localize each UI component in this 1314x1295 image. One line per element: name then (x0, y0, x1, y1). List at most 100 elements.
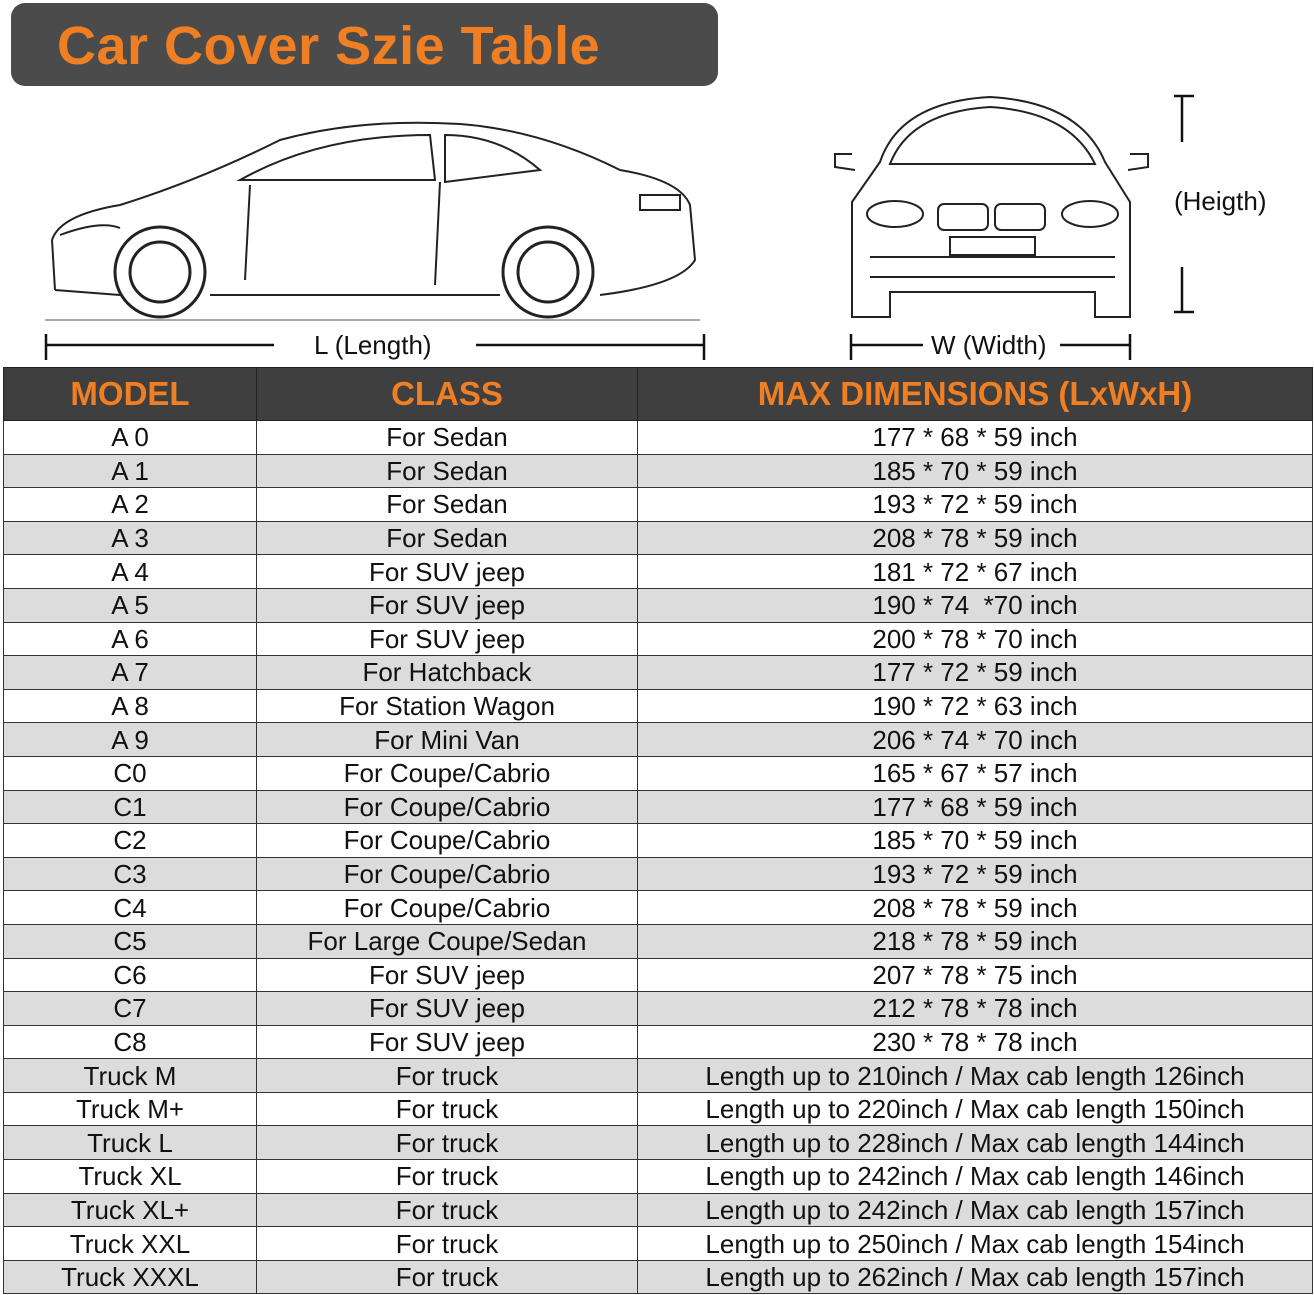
header-class: CLASS (256, 367, 638, 421)
cell-dimensions: Length up to 262inch / Max cab length 15… (637, 1259, 1313, 1295)
cell-model: Truck XXL (3, 1226, 257, 1261)
cell-dimensions: 177 * 72 * 59 inch (637, 655, 1313, 690)
cell-class: For Coupe/Cabrio (256, 789, 638, 825)
length-dimension-line (44, 334, 706, 360)
cell-dimensions: Length up to 228inch / Max cab length 14… (637, 1125, 1313, 1161)
cell-class: For Station Wagon (256, 688, 638, 724)
cell-model: C1 (3, 789, 257, 825)
cell-model: A 6 (3, 621, 257, 657)
table-row: C1 For Coupe/Cabrio 177 * 68 * 59 inch (3, 789, 1313, 825)
page-title: Car Cover Szie Table (57, 16, 601, 76)
cell-class: For SUV jeep (256, 991, 638, 1026)
cell-model: A 8 (3, 688, 257, 724)
table-row: Truck XXL For truck Length up to 250inch /… (3, 1226, 1313, 1261)
cell-model: C0 (3, 755, 257, 791)
cell-class: For Coupe/Cabrio (256, 823, 638, 858)
cell-model: C4 (3, 890, 257, 925)
table-row: C4 For Coupe/Cabrio 208 * 78 * 59 inch (3, 890, 1313, 925)
cell-dimensions: 193 * 72 * 59 inch (637, 856, 1313, 892)
height-label: (Heigth) (1174, 186, 1267, 216)
cell-model: C6 (3, 957, 257, 993)
table-row: Truck L For truck Length up to 228inch / M… (3, 1125, 1313, 1161)
table-row: A 0 For Sedan 177 * 68 * 59 inch (3, 420, 1313, 455)
cell-model: C7 (3, 991, 257, 1026)
cell-class: For Coupe/Cabrio (256, 890, 638, 925)
cell-dimensions: 165 * 67 * 57 inch (637, 755, 1313, 791)
cell-class: For Sedan (256, 487, 638, 522)
cell-dimensions: 177 * 68 * 59 inch (637, 420, 1313, 455)
cell-model: A 7 (3, 655, 257, 690)
cell-class: For truck (256, 1192, 638, 1228)
cell-dimensions: 206 * 74 * 70 inch (637, 722, 1313, 757)
table-row: A 9 For Mini Van 206 * 74 * 70 inch (3, 722, 1313, 757)
length-label: L (Length) (314, 330, 432, 360)
cell-dimensions: Length up to 242inch / Max cab length 14… (637, 1159, 1313, 1194)
cell-dimensions: Length up to 220inch / Max cab length 15… (637, 1091, 1313, 1127)
cell-dimensions: 177 * 68 * 59 inch (637, 789, 1313, 825)
table-row: Truck XL For truck Length up to 242inch / … (3, 1159, 1313, 1194)
cell-model: C8 (3, 1024, 257, 1060)
cell-model: A 2 (3, 487, 257, 522)
cell-dimensions: 200 * 78 * 70 inch (637, 621, 1313, 657)
cell-class: For Sedan (256, 453, 638, 489)
cell-model: A 3 (3, 520, 257, 556)
cell-model: C3 (3, 856, 257, 892)
table-header-row: MODEL CLASS MAX DIMENSIONS (LxWxH) (3, 367, 1313, 421)
cell-dimensions: 193 * 72 * 59 inch (637, 487, 1313, 522)
table-row: C8 For SUV jeep 230 * 78 * 78 inch (3, 1024, 1313, 1060)
table-row: C6 For SUV jeep 207 * 78 * 75 inch (3, 957, 1313, 993)
cell-dimensions: 181 * 72 * 67 inch (637, 554, 1313, 589)
cell-class: For Coupe/Cabrio (256, 856, 638, 892)
cell-model: Truck M+ (3, 1091, 257, 1127)
header-model: MODEL (3, 367, 257, 421)
cell-class: For SUV jeep (256, 587, 638, 623)
cell-dimensions: 190 * 72 * 63 inch (637, 688, 1313, 724)
cell-class: For Sedan (256, 420, 638, 455)
cell-model: Truck XXXL (3, 1259, 257, 1295)
cell-dimensions: 185 * 70 * 59 inch (637, 453, 1313, 489)
cell-class: For truck (256, 1125, 638, 1161)
table-row: A 3 For Sedan 208 * 78 * 59 inch (3, 520, 1313, 556)
car-side-view-illustration (45, 121, 700, 321)
cell-class: For Hatchback (256, 655, 638, 690)
car-front-view-illustration (834, 95, 1149, 318)
table-row: C3 For Coupe/Cabrio 193 * 72 * 59 inch (3, 856, 1313, 892)
cell-dimensions: 207 * 78 * 75 inch (637, 957, 1313, 993)
cell-model: C2 (3, 823, 257, 858)
cell-dimensions: 230 * 78 * 78 inch (637, 1024, 1313, 1060)
width-label: W (Width) (931, 330, 1047, 360)
cell-class: For Mini Van (256, 722, 638, 757)
table-row: C7 For SUV jeep 212 * 78 * 78 inch (3, 991, 1313, 1026)
cell-model: A 4 (3, 554, 257, 589)
cell-dimensions: 212 * 78 * 78 inch (637, 991, 1313, 1026)
cell-dimensions: 218 * 78 * 59 inch (637, 923, 1313, 959)
table-row: A 4 For SUV jeep 181 * 72 * 67 inch (3, 554, 1313, 589)
cell-class: For SUV jeep (256, 957, 638, 993)
cell-class: For truck (256, 1058, 638, 1093)
table-row: C5 For Large Coupe/Sedan 218 * 78 * 59 inc… (3, 923, 1313, 959)
cell-model: C5 (3, 923, 257, 959)
table-row: Truck XL+ For truck Length up to 242inch /… (3, 1192, 1313, 1228)
cell-class: For truck (256, 1159, 638, 1194)
cell-dimensions: 208 * 78 * 59 inch (637, 520, 1313, 556)
table-row: Truck M For truck Length up to 210inch / M… (3, 1058, 1313, 1093)
cell-class: For Large Coupe/Sedan (256, 923, 638, 959)
cell-class: For SUV jeep (256, 554, 638, 589)
table-row: A 1 For Sedan 185 * 70 * 59 inch (3, 453, 1313, 489)
header-dimensions: MAX DIMENSIONS (LxWxH) (637, 367, 1313, 421)
cell-dimensions: Length up to 250inch / Max cab length 15… (637, 1226, 1313, 1261)
cell-class: For truck (256, 1226, 638, 1261)
cell-class: For truck (256, 1091, 638, 1127)
cell-model: A 1 (3, 453, 257, 489)
table-row: A 5 For SUV jeep 190 * 74 *70 inch (3, 587, 1313, 623)
cell-model: Truck XL (3, 1159, 257, 1194)
cell-model: Truck XL+ (3, 1192, 257, 1228)
cell-model: Truck L (3, 1125, 257, 1161)
cell-model: A 5 (3, 587, 257, 623)
table-row: A 7 For Hatchback 177 * 72 * 59 inch (3, 655, 1313, 690)
cell-model: Truck M (3, 1058, 257, 1093)
table-row: Truck XXXL For truck Length up to 262inch … (3, 1259, 1313, 1295)
cell-dimensions: 185 * 70 * 59 inch (637, 823, 1313, 858)
table-row: A 6 For SUV jeep 200 * 78 * 70 inch (3, 621, 1313, 657)
cell-dimensions: Length up to 242inch / Max cab length 15… (637, 1192, 1313, 1228)
